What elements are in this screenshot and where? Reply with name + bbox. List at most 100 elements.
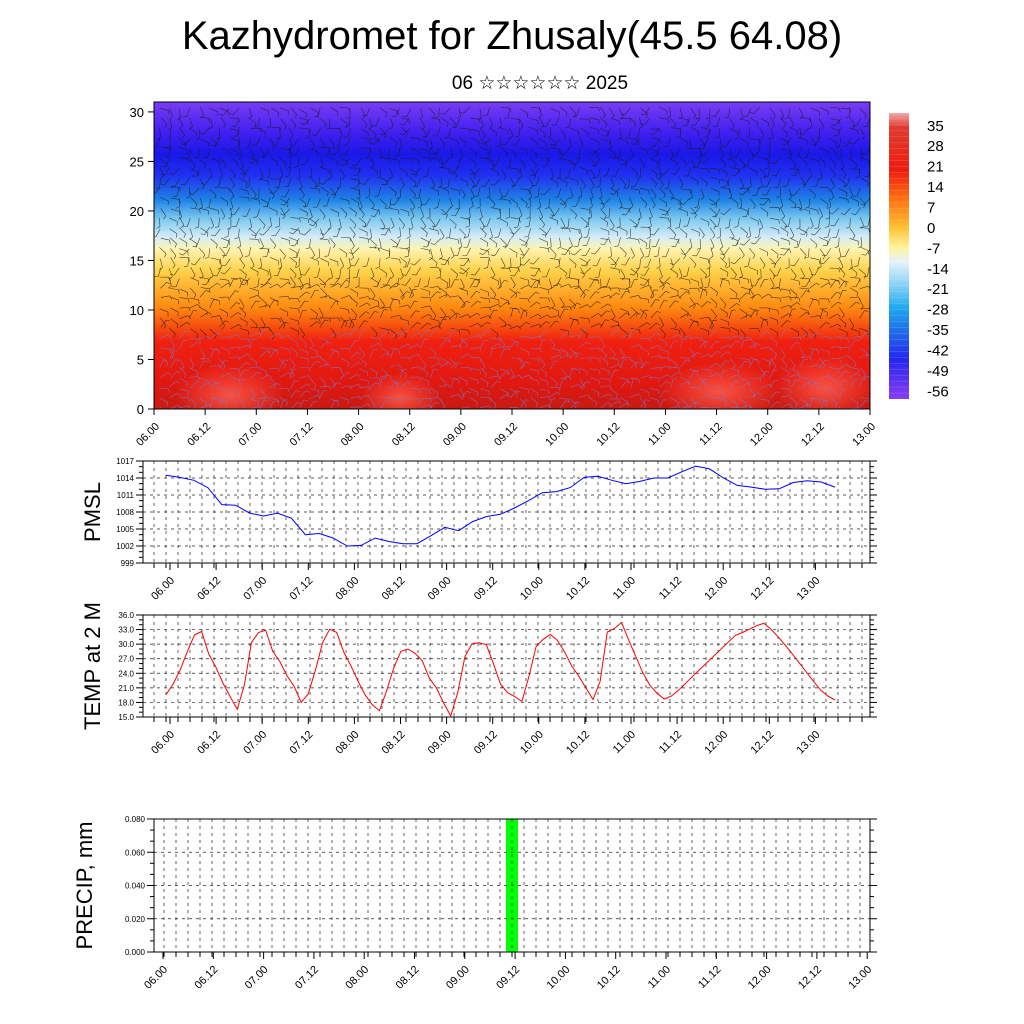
wind-barb <box>198 247 206 255</box>
wind-barb-flag <box>771 262 776 265</box>
wind-barb <box>549 137 557 145</box>
wind-barb <box>535 176 540 186</box>
wind-barb-flag <box>796 302 801 306</box>
wind-barb <box>195 168 201 177</box>
wind-barb-flag <box>746 292 751 295</box>
wind-barb <box>630 187 640 191</box>
wind-barb-flag <box>259 128 262 133</box>
wind-barb <box>739 118 749 122</box>
wind-barb <box>639 276 649 281</box>
wind-barb <box>403 128 410 136</box>
wind-barb-flag <box>648 284 652 289</box>
wind-barb <box>359 378 369 381</box>
wind-barb-flag <box>523 165 526 170</box>
wind-barb-flag <box>399 133 404 136</box>
wind-barb <box>600 310 607 318</box>
wind-barb-flag <box>798 297 801 302</box>
wind-barb-flag <box>193 405 197 409</box>
wind-barb <box>270 397 279 401</box>
wind-barb-flag <box>389 176 393 180</box>
wind-barb-flag <box>552 304 556 309</box>
wind-barb <box>679 117 689 121</box>
wind-barb-flag <box>778 207 781 212</box>
wind-barb <box>160 319 167 328</box>
wind-barb-flag <box>426 372 428 377</box>
wind-barb <box>785 137 792 146</box>
wind-barb-flag <box>454 166 459 168</box>
wind-barb <box>729 128 738 133</box>
wind-barb-flag <box>397 236 401 239</box>
wind-barb <box>514 138 521 146</box>
wind-barb <box>269 400 274 409</box>
wind-barb-flag <box>659 173 664 176</box>
wind-barb <box>570 384 580 388</box>
wind-barb-flag <box>519 358 521 363</box>
wind-barb-flag <box>636 273 639 278</box>
wind-barb <box>389 282 397 289</box>
wind-barb <box>640 284 650 289</box>
wind-barb-flag <box>557 246 562 250</box>
wind-barb <box>309 138 315 147</box>
wind-barb <box>659 337 668 344</box>
wind-barb <box>499 301 507 308</box>
wind-barb-flag <box>568 228 571 233</box>
wind-barb <box>330 381 339 388</box>
wind-barb <box>828 217 831 227</box>
colorbar-label: -42 <box>927 342 949 359</box>
wind-barb <box>825 248 832 257</box>
wind-barb <box>319 357 328 363</box>
wind-barb <box>270 333 279 339</box>
wind-barb <box>389 267 395 276</box>
wind-barb-flag <box>815 136 820 139</box>
wind-barb <box>399 188 402 198</box>
wind-barb-flag <box>709 255 714 259</box>
wind-barb <box>839 355 848 359</box>
wind-barb <box>239 317 248 323</box>
wind-barb <box>490 397 497 406</box>
wind-barb <box>790 278 800 282</box>
wind-barb <box>259 366 268 373</box>
wind-barb <box>734 257 741 265</box>
wind-barb-flag <box>622 355 625 360</box>
wind-barb <box>799 137 808 141</box>
wind-barb-flag <box>673 234 677 239</box>
wind-barb-flag <box>688 358 690 363</box>
wind-barb <box>790 336 800 339</box>
wind-barb <box>259 267 269 272</box>
wind-barb <box>749 177 752 187</box>
wind-barb <box>848 187 854 196</box>
wind-barb <box>239 258 246 266</box>
wind-barb-flag <box>304 343 307 348</box>
wind-barb <box>420 207 425 217</box>
wind-barb-flag <box>385 257 390 260</box>
wind-barb-flag <box>836 291 841 294</box>
wind-barb-flag <box>703 145 706 149</box>
wind-barb <box>209 299 214 308</box>
wind-barb-flag <box>409 358 411 363</box>
wind-barb <box>178 208 182 218</box>
wind-barb-flag <box>698 156 702 159</box>
wind-barb <box>699 268 707 276</box>
wind-barb <box>597 168 601 178</box>
wind-barb <box>850 266 858 274</box>
wind-barb-flag <box>486 195 491 199</box>
wind-barb <box>559 178 568 184</box>
wind-barb <box>519 238 528 244</box>
wind-barb <box>770 287 780 289</box>
wind-barb <box>369 367 378 374</box>
wind-barb <box>239 268 247 275</box>
wind-barb <box>810 108 820 112</box>
wind-barb-flag <box>828 282 832 286</box>
wind-barb-flag <box>429 250 431 255</box>
wind-barb-flag <box>770 161 775 165</box>
wind-barb <box>409 137 419 139</box>
wind-barb <box>760 293 769 299</box>
wind-barb-flag <box>786 232 789 237</box>
wind-barb-flag <box>565 272 567 277</box>
wind-barb <box>329 258 338 263</box>
wind-barb-flag <box>699 154 705 156</box>
wind-barb <box>329 218 332 228</box>
wind-barb-flag <box>744 360 749 363</box>
wind-barb-flag <box>156 226 161 229</box>
